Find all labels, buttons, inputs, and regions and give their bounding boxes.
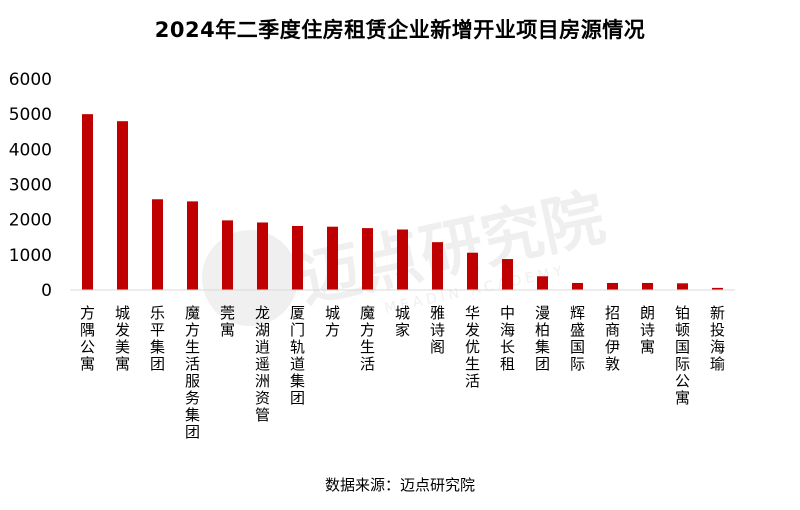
x-tick-label: 城方 xyxy=(325,304,340,339)
x-axis: 方隅公寓 城发美寓 乐平集团 魔方生活服务集团 莞寓 龙湖逍遥洲资管 厦门轨道集团 城方 魔方生… xyxy=(80,304,725,441)
bar xyxy=(327,226,338,290)
bar xyxy=(642,282,653,290)
x-tick-label: 辉盛国际 xyxy=(570,304,585,373)
y-axis: 0 1000 2000 3000 4000 5000 6000 xyxy=(9,70,52,301)
x-tick-label: 厦门轨道集团 xyxy=(290,304,305,407)
bar xyxy=(187,201,198,290)
x-tick-label: 城家 xyxy=(395,304,410,339)
source-note: 数据来源：迈点研究院 xyxy=(324,476,475,494)
x-tick-label: 新投海瑜 xyxy=(710,304,725,373)
bar xyxy=(362,228,373,290)
bar xyxy=(292,225,303,290)
y-tick-label: 0 xyxy=(41,281,52,301)
x-tick-label: 魔方生活服务集团 xyxy=(185,304,200,441)
x-tick-label: 华发优生活 xyxy=(465,304,480,390)
x-tick-label: 莞寓 xyxy=(220,304,235,339)
bar xyxy=(152,199,163,290)
chart-title: 2024年二季度住房租赁企业新增开业项目房源情况 xyxy=(154,18,646,42)
y-tick-label: 1000 xyxy=(9,246,52,266)
watermark-circle xyxy=(202,230,298,326)
x-tick-label: 朗诗寓 xyxy=(640,304,655,356)
y-tick-label: 2000 xyxy=(9,211,52,231)
x-tick-label: 雅诗阁 xyxy=(430,304,445,356)
x-tick-label: 中海长租 xyxy=(500,304,515,373)
bar xyxy=(117,121,128,290)
x-tick-label: 魔方生活 xyxy=(360,304,375,373)
bar xyxy=(712,287,723,290)
bar xyxy=(257,222,268,290)
bar xyxy=(82,114,93,291)
x-tick-label: 铂顿国际公寓 xyxy=(675,304,690,407)
bar xyxy=(537,276,548,290)
bar xyxy=(677,283,688,290)
bar xyxy=(572,282,583,290)
bar-series xyxy=(82,114,723,291)
bar xyxy=(607,282,618,290)
y-tick-label: 3000 xyxy=(9,176,52,196)
bar xyxy=(222,220,233,290)
bar xyxy=(397,229,408,290)
x-tick-label: 龙湖逍遥洲资管 xyxy=(255,304,270,424)
bar xyxy=(432,242,443,290)
x-tick-label: 城发美寓 xyxy=(115,304,130,373)
x-tick-label: 招商伊敦 xyxy=(605,304,620,373)
y-tick-label: 6000 xyxy=(9,70,52,90)
x-tick-label: 漫柏集团 xyxy=(535,304,550,373)
y-tick-label: 5000 xyxy=(9,105,52,125)
bar xyxy=(502,259,513,290)
x-tick-label: 乐平集团 xyxy=(150,304,165,373)
x-tick-label: 方隅公寓 xyxy=(80,304,95,373)
bar xyxy=(467,252,478,290)
y-tick-label: 4000 xyxy=(9,140,52,160)
